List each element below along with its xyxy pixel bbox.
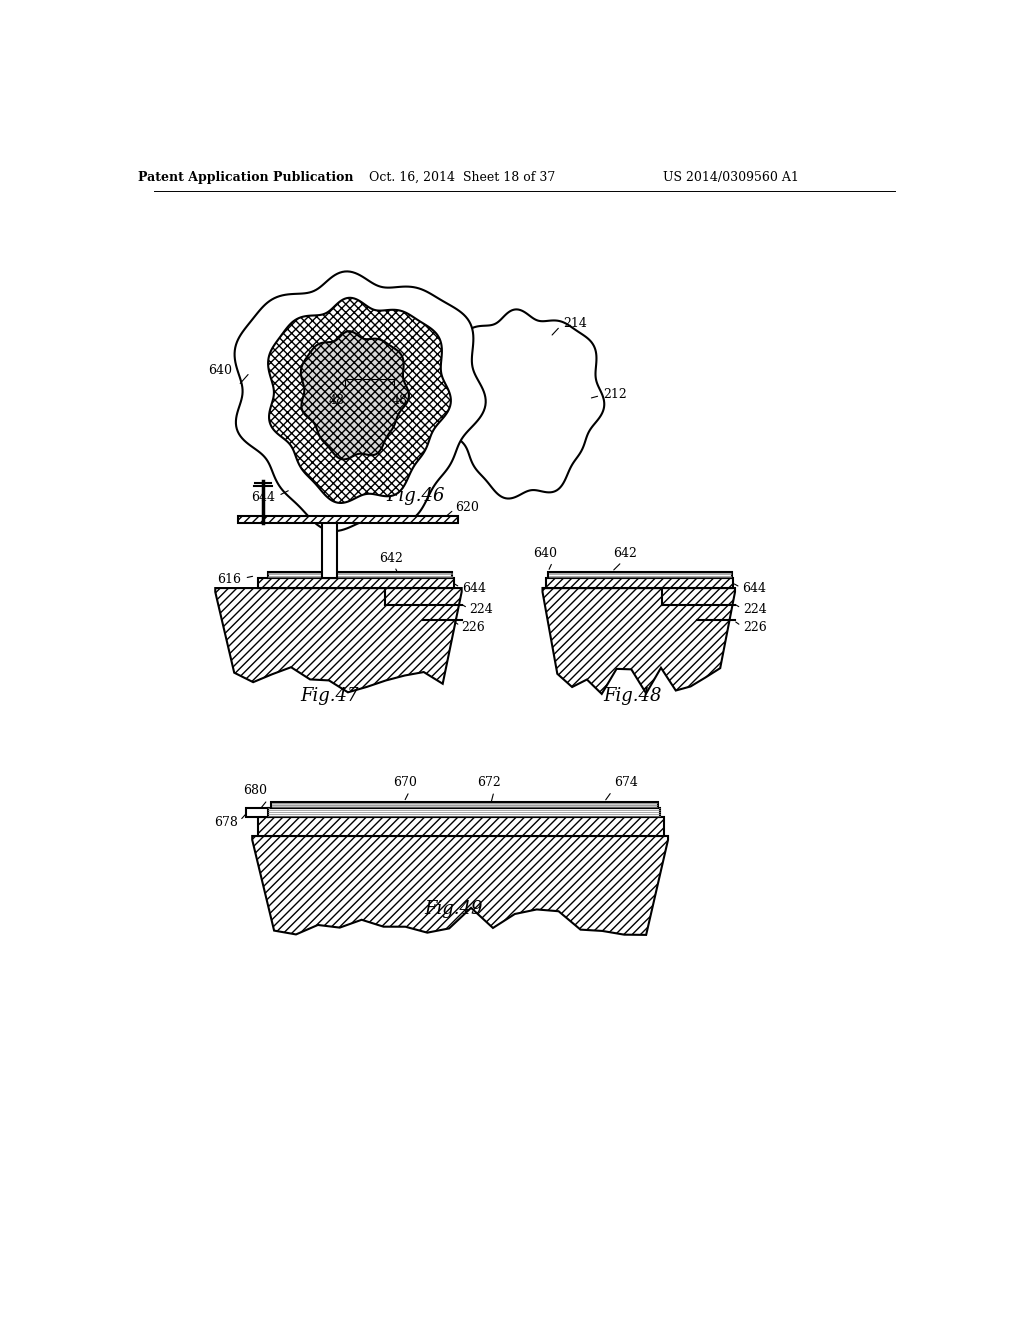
- Polygon shape: [267, 808, 660, 817]
- Text: 644: 644: [251, 491, 275, 504]
- Text: 678: 678: [214, 816, 238, 829]
- Text: 644: 644: [742, 582, 766, 595]
- Text: 214: 214: [563, 317, 587, 330]
- Text: 680: 680: [244, 784, 267, 797]
- Polygon shape: [548, 572, 732, 578]
- Text: 642: 642: [379, 552, 402, 565]
- Text: 48: 48: [329, 395, 345, 408]
- Text: Fig.46: Fig.46: [386, 487, 444, 504]
- Polygon shape: [445, 309, 604, 499]
- Text: 224: 224: [742, 603, 766, 616]
- Polygon shape: [239, 516, 458, 524]
- Text: Fig.48: Fig.48: [603, 686, 662, 705]
- Text: 674: 674: [614, 776, 638, 789]
- Polygon shape: [301, 331, 409, 459]
- Polygon shape: [252, 836, 668, 935]
- Text: 640: 640: [208, 363, 232, 376]
- Text: 224: 224: [469, 603, 494, 616]
- Text: Oct. 16, 2014  Sheet 18 of 37: Oct. 16, 2014 Sheet 18 of 37: [369, 172, 555, 185]
- Text: Fig.49: Fig.49: [425, 900, 483, 919]
- Text: Patent Application Publication: Patent Application Publication: [138, 172, 354, 185]
- Text: 644: 644: [462, 582, 485, 595]
- Text: 670: 670: [393, 776, 417, 789]
- Text: 616: 616: [217, 573, 242, 586]
- Polygon shape: [234, 272, 485, 531]
- Polygon shape: [268, 298, 451, 503]
- Polygon shape: [258, 817, 665, 836]
- Text: 48: 48: [392, 395, 408, 408]
- Polygon shape: [322, 521, 337, 578]
- Text: Fig.47: Fig.47: [300, 686, 358, 705]
- Polygon shape: [267, 572, 453, 578]
- Text: 642: 642: [383, 314, 407, 326]
- Text: 620: 620: [456, 502, 479, 515]
- Polygon shape: [543, 589, 735, 694]
- Text: 226: 226: [462, 620, 485, 634]
- Text: 614: 614: [340, 576, 364, 589]
- Polygon shape: [215, 589, 462, 692]
- Polygon shape: [547, 578, 733, 589]
- Text: 226: 226: [742, 620, 766, 634]
- Text: 672: 672: [477, 776, 502, 789]
- Polygon shape: [258, 578, 454, 589]
- Text: 642: 642: [613, 546, 637, 560]
- Text: 640: 640: [532, 546, 557, 560]
- Text: 212: 212: [603, 388, 627, 400]
- Polygon shape: [246, 808, 267, 817]
- Text: US 2014/0309560 A1: US 2014/0309560 A1: [664, 172, 799, 185]
- Polygon shape: [271, 803, 658, 808]
